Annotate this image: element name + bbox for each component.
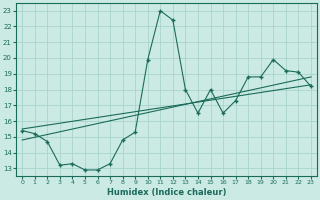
X-axis label: Humidex (Indice chaleur): Humidex (Indice chaleur) [107,188,226,197]
